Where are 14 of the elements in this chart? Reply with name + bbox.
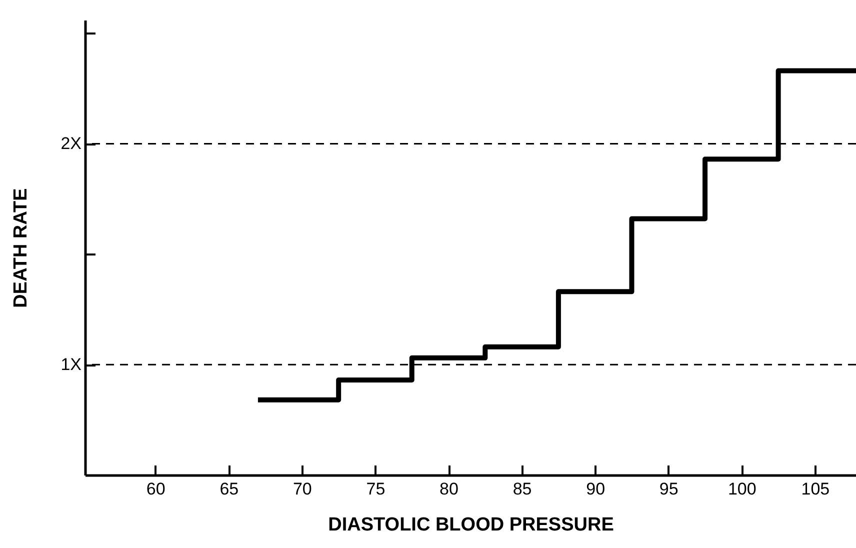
x-tick-label: 70 xyxy=(292,480,312,498)
x-tick-label: 60 xyxy=(146,480,166,498)
x-tick-label: 85 xyxy=(512,480,532,498)
x-axis-title: DIASTOLIC BLOOD PRESSURE xyxy=(328,514,614,536)
x-tick-label: 100 xyxy=(728,480,756,498)
x-tick-label: 105 xyxy=(801,480,830,498)
x-tick-label: 95 xyxy=(659,480,678,498)
x-tick-label: 80 xyxy=(440,480,458,498)
y-tick-label: 1X xyxy=(60,355,82,374)
y-tick-label: 2X xyxy=(60,134,82,154)
x-tick-label: 75 xyxy=(366,480,386,498)
y-axis-title: DEATH RATE xyxy=(10,188,32,308)
x-tick-label: 65 xyxy=(220,480,239,498)
x-tick-label: 90 xyxy=(586,480,606,498)
